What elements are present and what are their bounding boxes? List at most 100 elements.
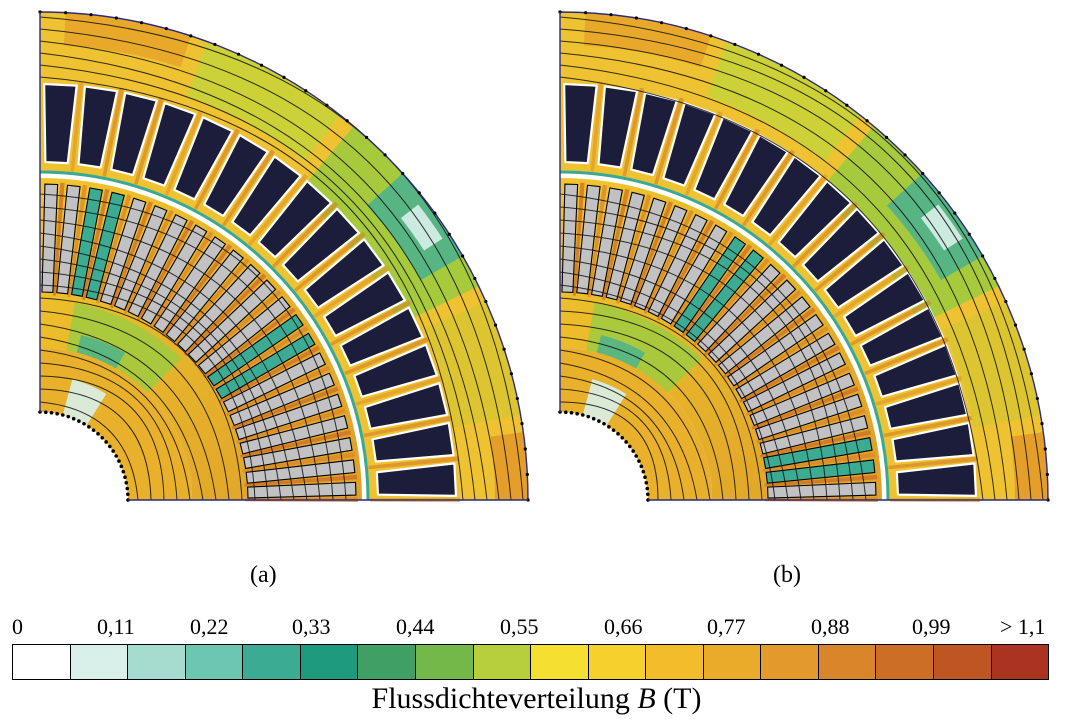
rotor-tooth: [67, 184, 88, 298]
mesh-node: [993, 276, 997, 281]
rotor-bar: [229, 372, 336, 427]
stator-tooth: [875, 375, 963, 406]
rotor-bar: [660, 224, 728, 325]
rotor-bar: [765, 459, 876, 484]
stator-field-zone: [490, 432, 528, 500]
mesh-node: [756, 52, 761, 56]
rotor-tooth: [643, 209, 694, 315]
rotor-tooth: [183, 273, 267, 356]
flux-line: [559, 40, 1020, 501]
mesh-node: [1004, 299, 1008, 304]
rotor-tooth: [756, 408, 866, 444]
legend-swatch: [13, 645, 71, 679]
stator-tooth: [741, 149, 796, 227]
flux-line: [559, 401, 659, 501]
flux-line: [39, 258, 282, 501]
legend-swatch: [70, 645, 129, 679]
legend-tick-label: 0: [12, 614, 23, 639]
rotor-tooth: [656, 219, 715, 321]
rotor-tooth: [681, 243, 753, 337]
flux-line: [39, 284, 256, 501]
rotor-bar: [113, 204, 168, 311]
mesh-node: [100, 435, 105, 440]
flux-line: [39, 40, 500, 501]
stator-tooth: [368, 456, 459, 470]
mesh-node: [684, 27, 688, 31]
legend-swatch: [531, 645, 589, 679]
mesh-node: [96, 432, 100, 436]
mesh-node: [634, 16, 638, 20]
stator-slot-winding: [110, 91, 158, 177]
stator-slot-winding: [353, 343, 438, 398]
legend-swatch: [128, 645, 186, 679]
flux-line: [39, 362, 178, 501]
stator-slot-winding: [322, 271, 407, 338]
flux-line: [559, 323, 737, 501]
mesh-node: [563, 410, 568, 414]
legend-swatch: [185, 645, 244, 679]
flux-line: [559, 271, 789, 501]
mesh-node: [981, 254, 985, 258]
flux-line: [559, 336, 724, 501]
mesh-node: [401, 171, 405, 176]
mesh-node: [82, 421, 86, 426]
rotor-bar: [735, 332, 836, 400]
mesh-node: [802, 75, 806, 79]
mesh-node: [733, 42, 737, 47]
mesh-node: [325, 103, 329, 107]
mesh-node: [602, 421, 606, 426]
mesh-node: [515, 396, 519, 401]
mesh-node: [824, 89, 828, 93]
stator-slot-winding: [231, 155, 302, 237]
mesh-node: [164, 27, 168, 31]
mesh-node: [845, 103, 849, 107]
mesh-node: [493, 323, 498, 327]
flux-line: [39, 64, 476, 501]
mesh-node: [60, 413, 65, 417]
stator-tooth: [221, 149, 276, 227]
rotor-tooth: [762, 452, 876, 473]
legend-swatch: [415, 645, 474, 679]
flux-line: [559, 388, 672, 501]
rotor-tooth: [587, 184, 608, 298]
flux-line: [559, 52, 1008, 501]
legend-swatch: [818, 645, 877, 679]
mesh-node: [213, 42, 217, 47]
stator-slot-winding: [859, 306, 944, 367]
stator-slot-winding: [303, 238, 385, 309]
stator-tooth: [622, 87, 645, 177]
mesh-node: [383, 153, 387, 157]
legend-tick-label: 0,99: [912, 614, 951, 639]
mesh-node: [111, 449, 115, 453]
mesh-node: [1013, 323, 1018, 327]
mesh-node: [865, 119, 869, 123]
legend-swatch: [473, 645, 532, 679]
mesh-node: [189, 34, 193, 38]
flux-line: [39, 401, 139, 501]
mesh-node: [484, 299, 488, 304]
rotor-bar: [696, 263, 781, 353]
stator-slot-winding: [202, 133, 269, 218]
flux-line: [39, 232, 308, 501]
mesh-node: [967, 232, 971, 236]
rotor-tooth: [244, 474, 358, 487]
rotor-tooth: [630, 201, 673, 309]
stator-tooth: [792, 201, 859, 268]
stator-tooth: [247, 173, 309, 246]
mesh-node: [641, 469, 646, 474]
flux-line: [39, 297, 243, 501]
mesh-node: [903, 153, 907, 157]
legend-symbol: B: [637, 682, 656, 715]
rotor-field-zone: [582, 379, 627, 426]
flux-line: [559, 362, 698, 501]
mesh-node: [779, 63, 784, 67]
mesh-node: [616, 432, 620, 436]
mesh-node: [709, 34, 713, 38]
mesh-node: [620, 435, 625, 440]
mesh-node: [123, 475, 127, 480]
mesh-node: [659, 21, 664, 25]
mesh-node: [125, 486, 130, 491]
mesh-node: [49, 410, 54, 415]
mesh-node: [509, 372, 513, 376]
flux-line: [559, 16, 1044, 501]
